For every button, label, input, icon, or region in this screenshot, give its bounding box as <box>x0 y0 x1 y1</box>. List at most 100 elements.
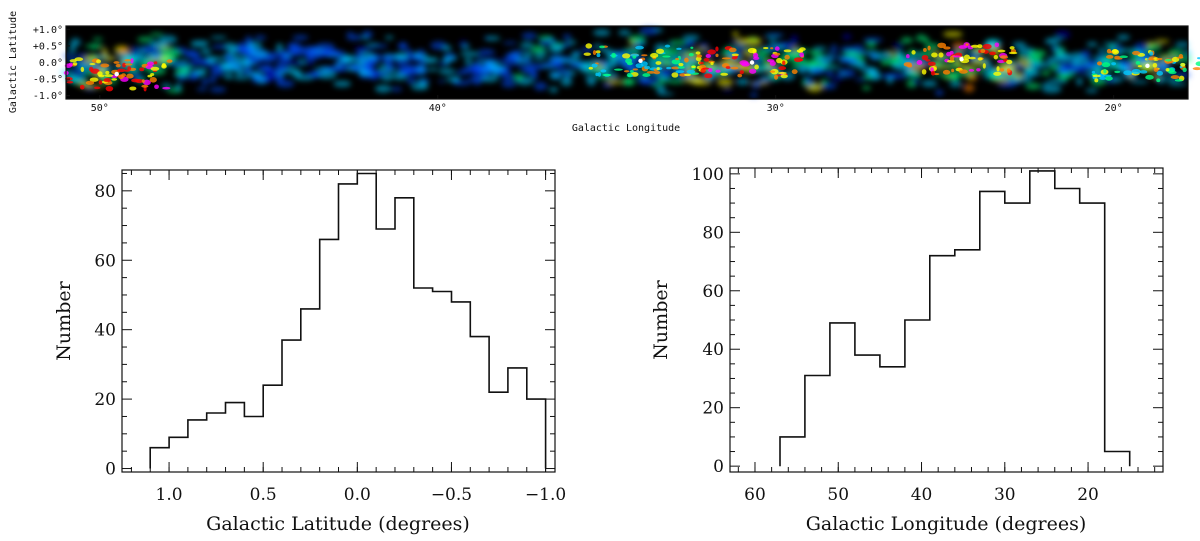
emission-clump <box>860 51 875 55</box>
emission-clump <box>804 79 815 87</box>
emission-clump <box>854 61 866 69</box>
emission-clump <box>222 63 238 73</box>
emission-core <box>715 53 719 58</box>
emission-clump <box>547 56 567 61</box>
emission-core <box>1096 61 1102 66</box>
emission-core <box>927 45 931 51</box>
emission-core <box>1111 48 1118 54</box>
emission-core <box>675 70 685 74</box>
longitude-histogram: 60 50 40 30 20 0 20 40 60 80 100 Galactic Longitud… <box>650 165 1164 535</box>
longitude-x-tick-label: 20 <box>1077 485 1099 505</box>
emission-clump <box>315 42 335 51</box>
emission-clump <box>885 57 898 65</box>
emission-core <box>131 78 140 83</box>
emission-core <box>696 54 703 58</box>
emission-core <box>1165 67 1170 72</box>
longitude-axis-ticks: 60 50 40 30 20 0 20 40 60 80 100 <box>692 165 1163 505</box>
emission-core <box>664 44 671 48</box>
emission-core <box>911 50 916 55</box>
emission-core <box>629 69 634 73</box>
emission-core <box>80 66 85 73</box>
emission-core <box>707 49 716 55</box>
emission-clump <box>525 64 539 70</box>
emission-clump <box>149 32 164 37</box>
emission-clump <box>501 56 521 66</box>
emission-clump <box>1047 78 1068 84</box>
emission-clump <box>1054 68 1068 73</box>
emission-clump <box>581 46 594 54</box>
emission-core <box>130 58 134 64</box>
map-ticks: 50° 40° 30° 20° +1.0° +0.5° 0.0° -0.5° -1.0° <box>33 25 1123 114</box>
emission-core <box>655 61 662 65</box>
emission-clump <box>346 34 362 41</box>
map-y-tick-label: +0.5° <box>33 41 63 52</box>
emission-core <box>943 46 951 50</box>
emission-core <box>1091 70 1096 74</box>
emission-clump <box>390 86 403 92</box>
emission-core <box>122 62 127 68</box>
emission-clump <box>118 46 129 54</box>
emission-clump <box>441 45 452 52</box>
emission-core <box>1165 58 1172 62</box>
emission-clump <box>790 34 799 44</box>
emission-core <box>931 52 938 58</box>
emission-clump <box>465 64 483 73</box>
emission-clump <box>1018 54 1025 61</box>
emission-clump <box>588 59 603 65</box>
emission-core <box>952 55 962 58</box>
emission-core <box>98 80 103 85</box>
emission-clump <box>274 59 290 64</box>
emission-core <box>688 52 694 57</box>
emission-clump <box>765 33 785 37</box>
emission-clump <box>751 81 761 89</box>
emission-clump <box>189 72 200 81</box>
emission-core <box>731 53 739 57</box>
emission-clump <box>912 76 920 86</box>
emission-clump <box>879 51 893 59</box>
emission-core <box>113 61 120 64</box>
emission-core <box>162 86 171 90</box>
emission-core <box>124 63 133 66</box>
emission-core <box>741 61 750 67</box>
emission-core <box>1168 70 1177 75</box>
emission-core <box>1156 57 1163 61</box>
emission-clump <box>722 88 733 92</box>
emission-clump <box>810 65 826 75</box>
map-x-tick-label: 30° <box>767 103 785 114</box>
latitude-axis-ticks: 1.0 0.5 0.0 −0.5 −1.0 0 20 40 60 80 <box>94 170 566 505</box>
emission-clump <box>97 66 108 72</box>
emission-core <box>737 73 743 78</box>
emission-clump <box>208 76 217 83</box>
emission-core <box>989 51 996 56</box>
map-y-tick-label: 0.0° <box>39 58 63 69</box>
emission-core <box>626 72 633 78</box>
emission-core <box>1131 68 1141 75</box>
emission-core <box>753 56 760 61</box>
emission-peak <box>959 56 964 62</box>
emission-core <box>650 53 659 58</box>
emission-core <box>958 45 968 49</box>
emission-clump <box>311 70 320 79</box>
emission-core <box>963 54 970 60</box>
map-y-axis-title: Galactic Latitude <box>8 11 19 113</box>
longitude-histogram-line <box>779 170 1131 467</box>
emission-core <box>1147 58 1155 61</box>
emission-clump <box>684 76 705 84</box>
emission-core <box>630 53 640 57</box>
latitude-x-tick-label: 0.5 <box>250 485 277 505</box>
emission-core <box>641 54 648 57</box>
emission-core <box>1195 61 1200 67</box>
emission-core <box>625 58 633 64</box>
emission-core <box>749 68 757 74</box>
emission-clump <box>628 34 646 43</box>
emission-clump <box>949 81 963 88</box>
emission-core <box>958 69 968 74</box>
emission-core <box>977 44 983 49</box>
emission-clump <box>732 31 739 37</box>
emission-clump <box>826 69 834 78</box>
emission-core <box>710 61 714 66</box>
emission-core <box>623 70 630 73</box>
emission-core <box>116 68 126 73</box>
emission-clump <box>1155 54 1170 58</box>
